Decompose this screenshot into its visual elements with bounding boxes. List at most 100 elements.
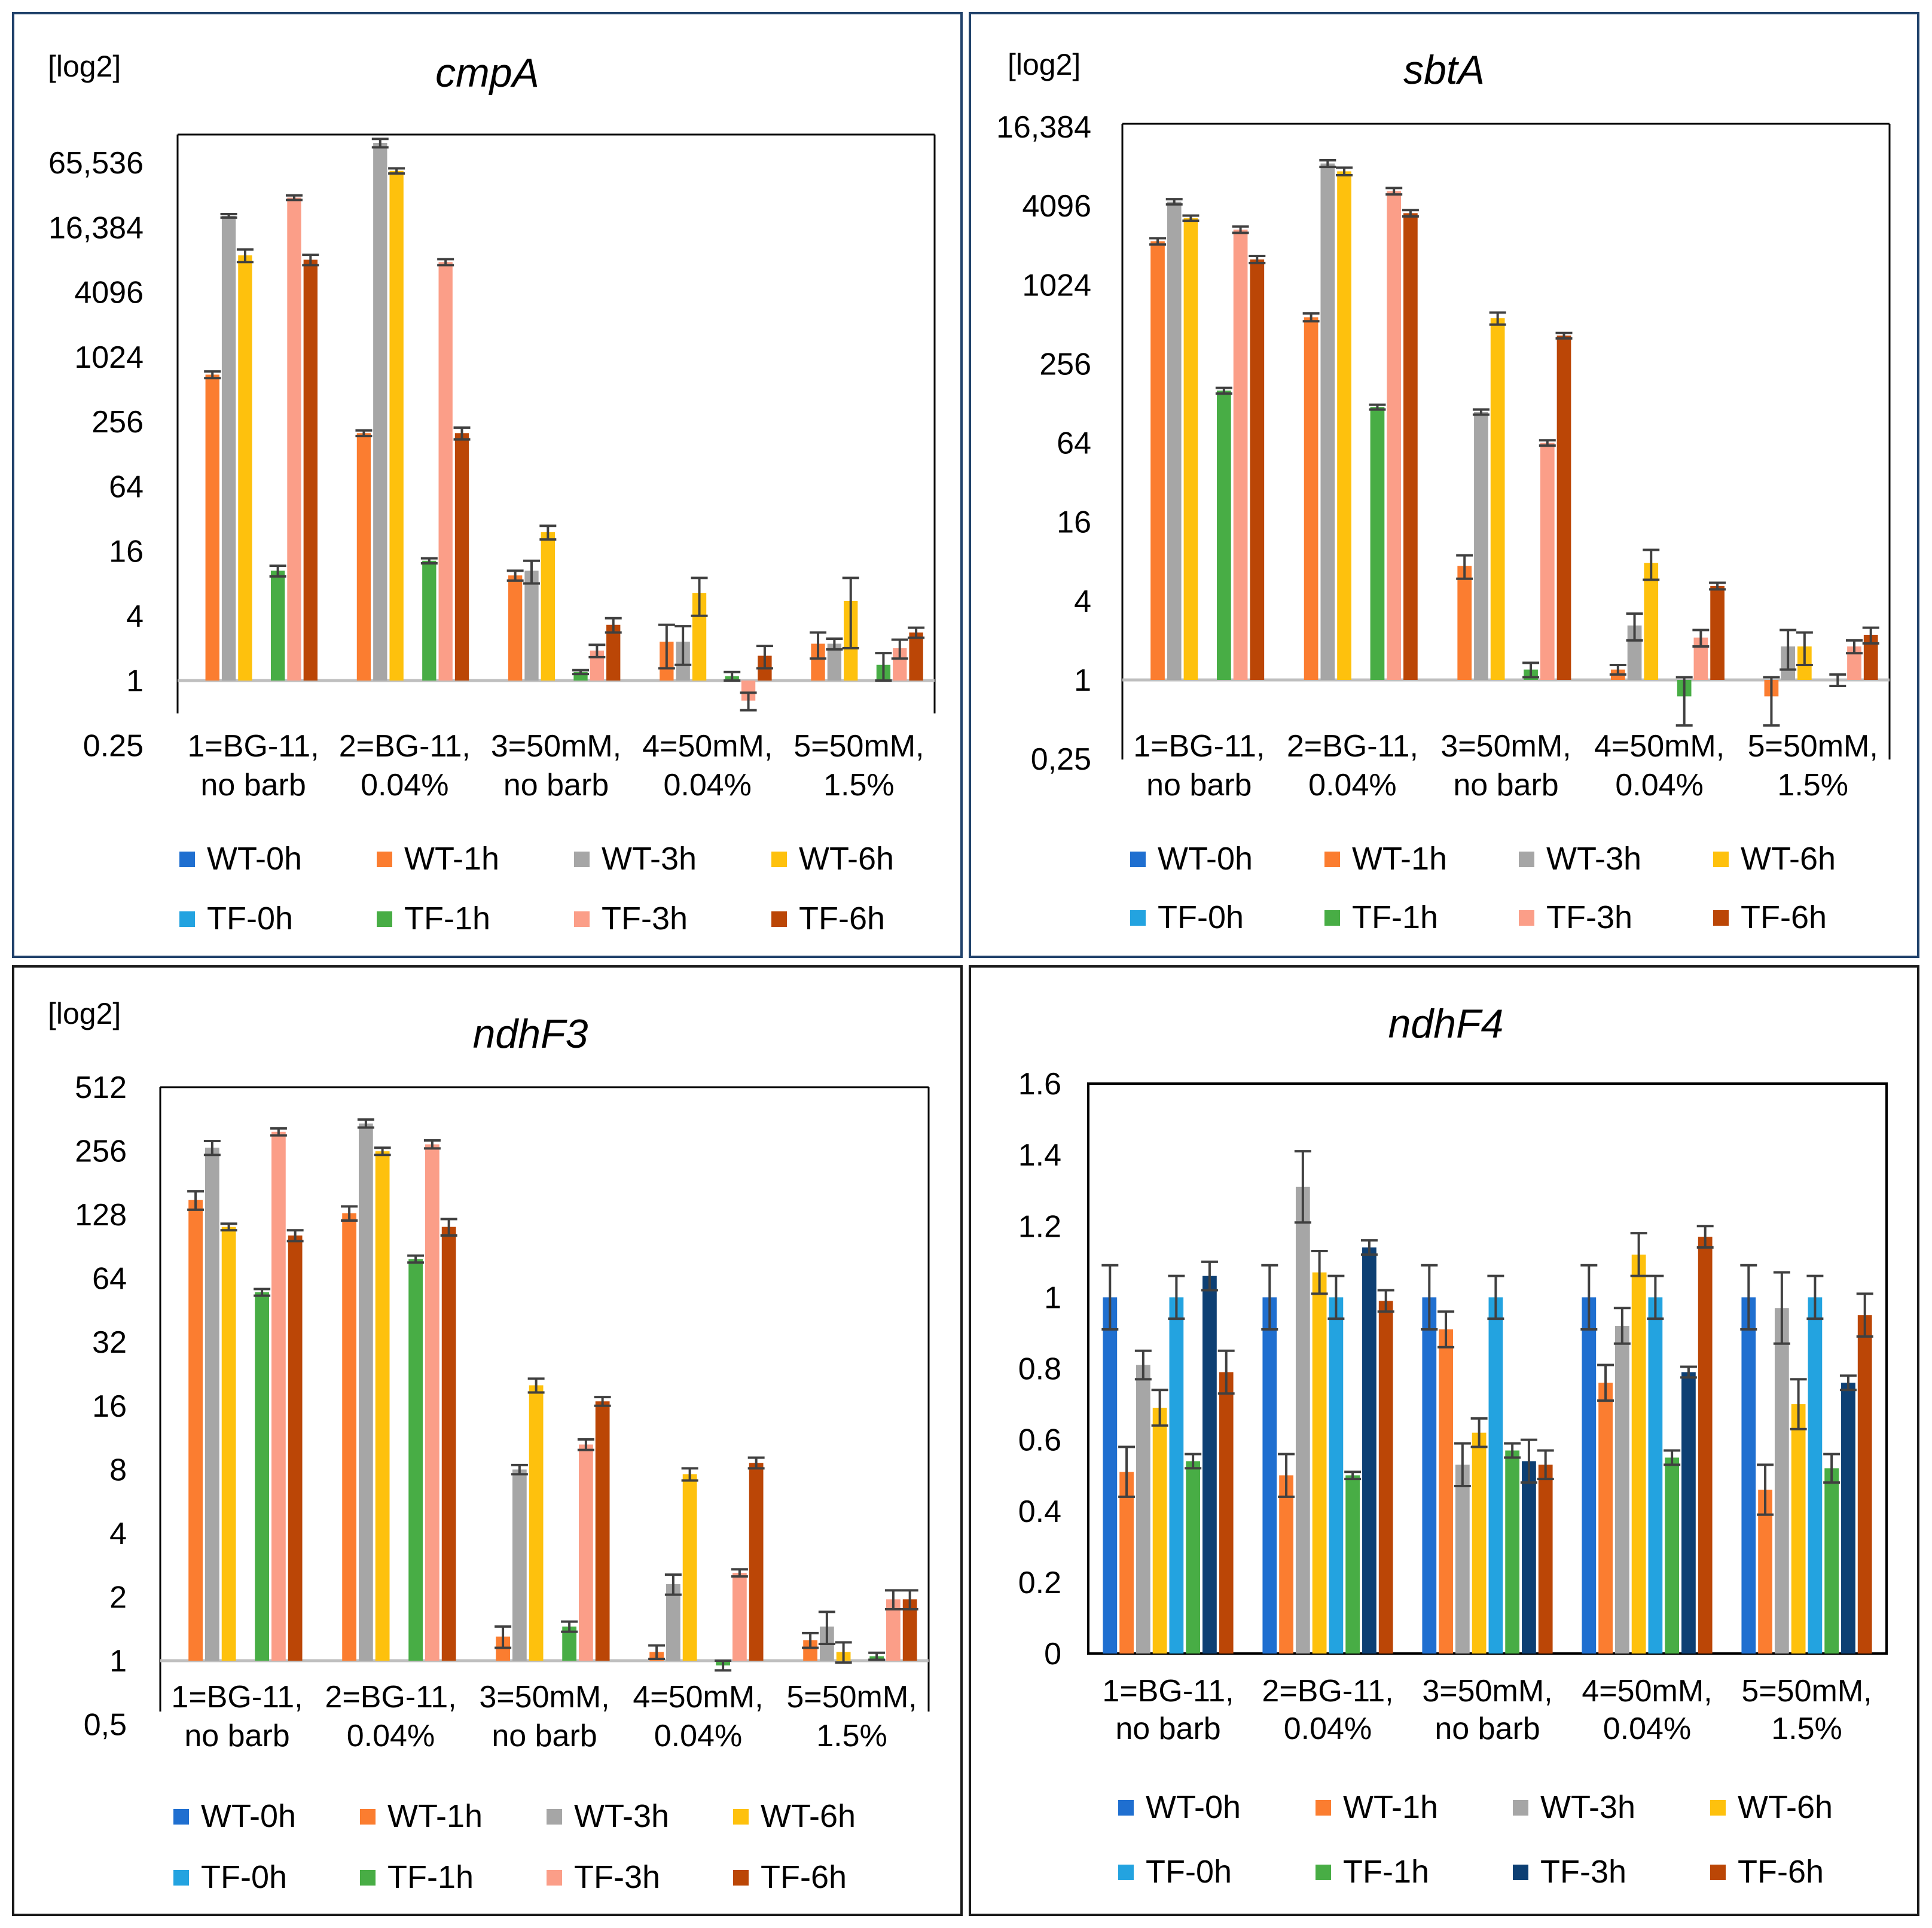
legend-swatch-TF-0h — [1118, 1865, 1134, 1880]
bar-WT-3h-1 — [205, 1148, 219, 1661]
plot-area: 00.20.40.60.811.21.41.61=BG-11,no barb2=… — [1018, 1067, 1888, 1746]
y-tick-label: 0.4 — [1018, 1494, 1061, 1529]
bar-WT-3h-5 — [1774, 1308, 1789, 1654]
bar-WT-6h-1 — [1183, 218, 1198, 680]
legend-swatch-TF-1h — [377, 911, 392, 927]
y-tick-label: 4096 — [74, 276, 144, 310]
legend-swatch-TF-0h — [173, 1870, 189, 1886]
bar-WT-1h-1 — [1119, 1472, 1134, 1654]
y-tick-label: 512 — [75, 1070, 127, 1105]
panel-frame-ndhF4 — [969, 965, 1919, 1916]
bar-TF-6h-1 — [288, 1235, 303, 1661]
category-label: 3=50mM, — [479, 1680, 609, 1715]
y-tick-label: 0 — [1044, 1637, 1061, 1671]
bar-TF-6h-3 — [1538, 1465, 1553, 1654]
bar-TF-1h-5 — [1824, 1468, 1839, 1654]
bar-WT-3h-3 — [524, 571, 539, 681]
bar-TF-6h-1 — [1250, 259, 1265, 680]
bar-TF-3h-3 — [1540, 443, 1555, 680]
legend-label: TF-3h — [602, 901, 688, 936]
category-label: 1.5% — [1777, 768, 1848, 803]
legend-label: WT-1h — [1343, 1789, 1438, 1825]
bar-WT-6h-3 — [541, 532, 555, 681]
bar-WT-3h-3 — [512, 1469, 527, 1661]
category-label: 0.04% — [1615, 768, 1703, 803]
bar-TF-6h-2 — [441, 1227, 456, 1661]
category-label: 4=50mM, — [633, 1680, 763, 1715]
bar-WT-3h-4 — [666, 1584, 680, 1661]
y-tick-label: 4096 — [1022, 189, 1091, 224]
category-label: 2=BG-11, — [339, 729, 471, 764]
bar-WT-1h-2 — [1279, 1475, 1293, 1654]
legend-label: TF-6h — [1738, 1854, 1824, 1890]
bar-TF-3h-1 — [1202, 1276, 1217, 1654]
bar-TF-3h-2 — [1387, 191, 1402, 680]
bar-WT-6h-2 — [1337, 171, 1351, 680]
bar-WT-3h-1 — [1136, 1365, 1150, 1654]
bar-WT-1h-2 — [1304, 317, 1318, 680]
legend-swatch-WT-0h — [1130, 852, 1146, 867]
bar-WT-1h-3 — [508, 575, 523, 681]
legend-label: TF-0h — [1146, 1854, 1232, 1890]
legend-label: TF-1h — [387, 1859, 474, 1895]
bar-TF-3h-1 — [1233, 229, 1248, 680]
y-axis-label: [log2] — [48, 50, 121, 83]
bar-TF-1h-3 — [562, 1626, 577, 1661]
y-tick-label: 32 — [92, 1325, 127, 1360]
category-label: no barb — [503, 768, 609, 803]
bar-WT-3h-1 — [221, 215, 236, 681]
y-tick-label: 1 — [1074, 663, 1091, 698]
y-tick-label: 16,384 — [48, 211, 144, 245]
legend: WT-0h WT-1h WT-3h WT-6h TF-0h TF-1h TF-3h TF-6h — [179, 841, 894, 936]
legend: WT-0h WT-1h WT-3h WT-6h TF-0h TF-1h TF-3h TF-6h — [1118, 1789, 1833, 1890]
bar-TF-3h-2 — [438, 262, 453, 681]
legend-label: TF-6h — [799, 901, 885, 936]
bar-TF-3h-4 — [741, 681, 756, 701]
bar-TF-3h-5 — [1841, 1383, 1855, 1654]
bar-TF-1h-2 — [1345, 1475, 1360, 1654]
legend-swatch-TF-6h — [771, 911, 787, 927]
bar-WT-6h-1 — [238, 255, 252, 681]
bar-TF-0h-4 — [1648, 1297, 1663, 1654]
y-tick-label: 256 — [1039, 347, 1091, 382]
bar-TF-3h-2 — [1362, 1247, 1376, 1654]
legend-label: TF-1h — [404, 901, 490, 936]
category-label: 1.5% — [1771, 1712, 1842, 1746]
bar-WT-1h-2 — [342, 1213, 356, 1661]
legend-swatch-WT-0h — [1118, 1800, 1134, 1816]
bar-TF-3h-5 — [886, 1599, 901, 1661]
category-label: 1=BG-11, — [188, 729, 319, 764]
legend-swatch-TF-1h — [1316, 1865, 1331, 1880]
y-tick-label: 64 — [92, 1262, 127, 1296]
bar-WT-0h-4 — [1582, 1297, 1597, 1654]
y-tick-label: 0.8 — [1018, 1352, 1061, 1387]
legend-swatch-TF-6h — [1713, 910, 1729, 926]
bar-WT-1h-3 — [1457, 566, 1472, 680]
bar-WT-6h-2 — [389, 170, 404, 681]
bar-TF-6h-1 — [303, 260, 318, 681]
category-label: no barb — [492, 1719, 597, 1753]
category-label: 3=50mM, — [491, 729, 621, 764]
category-label: 1=BG-11, — [171, 1680, 303, 1715]
legend-swatch-TF-3h — [1519, 910, 1534, 926]
y-tick-label: 1024 — [1022, 268, 1091, 303]
y-tick-label: 4 — [126, 599, 144, 634]
y-tick-label: 1.6 — [1018, 1067, 1061, 1102]
y-axis-label: [log2] — [48, 997, 121, 1030]
y-tick-label: 4 — [1074, 584, 1091, 619]
y-axis-label: [log2] — [1008, 48, 1081, 81]
y-tick-label: 1.2 — [1018, 1209, 1061, 1244]
legend-swatch-WT-6h — [733, 1809, 749, 1825]
y-tick-label: 1.4 — [1018, 1138, 1061, 1173]
y-tick-label: 8 — [109, 1453, 127, 1487]
legend-swatch-TF-1h — [360, 1870, 376, 1886]
bar-WT-1h-3 — [1439, 1329, 1453, 1654]
bar-WT-1h-5 — [1758, 1490, 1772, 1654]
bar-WT-1h-1 — [205, 374, 219, 681]
chart-ndhF3: ndhF3 [log2] 0,5 1 2 4 8 16 32 64 128 256 512 1=BG-… — [48, 997, 930, 1895]
legend-label: WT-6h — [1741, 841, 1836, 877]
bar-TF-1h-3 — [1505, 1450, 1520, 1654]
bar-TF-3h-4 — [732, 1573, 747, 1661]
bar-WT-3h-2 — [1295, 1186, 1310, 1654]
y-tick-label: 1 — [1044, 1280, 1061, 1315]
